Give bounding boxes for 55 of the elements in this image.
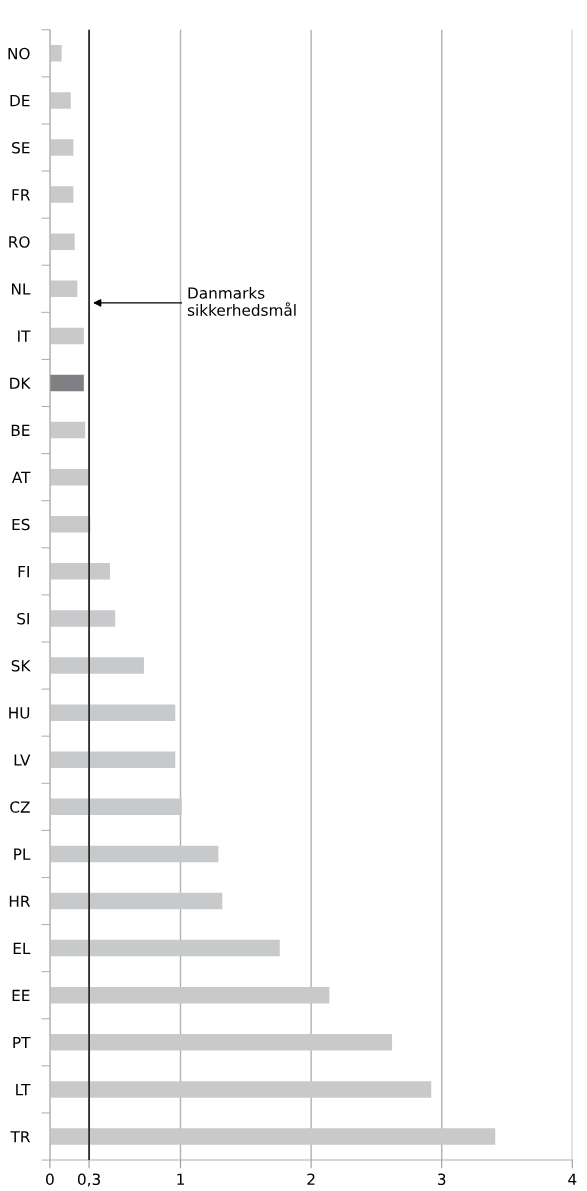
x-tick-label: 0,3	[77, 1173, 100, 1187]
bar	[49, 92, 71, 109]
y-tick-label: NO	[8, 47, 30, 60]
y-tick-label: EE	[12, 989, 30, 1002]
bar	[49, 139, 74, 156]
x-tick-label: 0	[46, 1173, 54, 1186]
bar	[49, 798, 182, 816]
y-tick-label: LT	[16, 1084, 31, 1096]
y-tick-label: LV	[14, 754, 31, 766]
y-tick-label: HU	[9, 707, 30, 719]
y-tick-label: BE	[11, 424, 30, 436]
bar	[49, 1081, 432, 1098]
bar	[49, 516, 91, 533]
bar	[49, 374, 84, 392]
bar	[49, 704, 176, 721]
bar	[49, 186, 74, 203]
y-tick-label: TR	[10, 1131, 31, 1143]
y-tick-label: FI	[18, 566, 29, 578]
y-tick-label: FR	[12, 189, 31, 201]
y-tick-label: AT	[11, 471, 31, 483]
bar	[49, 845, 219, 863]
bar	[49, 233, 75, 250]
x-tick-label: 4	[568, 1173, 577, 1185]
bar	[49, 468, 90, 486]
y-tick-label: SK	[11, 660, 31, 672]
bar	[49, 421, 86, 439]
y-tick-label: DE	[10, 95, 30, 107]
bar	[49, 280, 78, 298]
y-tick-label: SI	[17, 612, 29, 625]
x-tick-label: 1	[177, 1173, 184, 1185]
bar	[49, 327, 84, 345]
bar	[49, 45, 62, 62]
y-tick-label: SE	[12, 141, 30, 154]
bar	[49, 939, 280, 957]
bar	[49, 1034, 393, 1051]
bar	[49, 892, 223, 910]
y-tick-label: RO	[9, 236, 30, 248]
bar	[49, 610, 116, 627]
x-tick-label: 2	[307, 1173, 315, 1185]
y-tick-label: CZ	[10, 801, 30, 813]
y-tick-label: HR	[9, 895, 31, 907]
y-tick-label: PL	[14, 848, 31, 860]
bar	[49, 657, 144, 674]
bar	[49, 1128, 496, 1145]
y-tick-label: DK	[10, 377, 31, 389]
y-tick-label: PT	[13, 1036, 31, 1049]
y-tick-label: IT	[18, 330, 31, 342]
x-tick-label: 3	[438, 1173, 446, 1186]
bar	[49, 751, 176, 768]
y-tick-label: NL	[12, 283, 31, 295]
ref-line-label: Danmarks sikkerhedsmål	[187, 286, 296, 316]
y-tick-label: ES	[12, 518, 30, 531]
y-tick-label: EL	[13, 942, 31, 954]
bar	[49, 986, 330, 1004]
bar	[49, 563, 110, 580]
